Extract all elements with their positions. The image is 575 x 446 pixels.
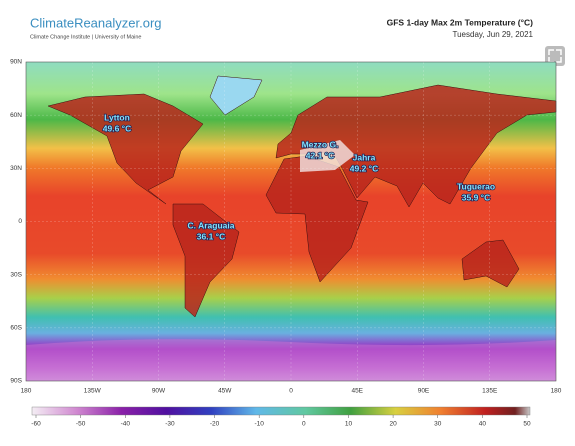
map-date: Tuesday, Jun 29, 2021 [453,30,534,39]
station-name: Mezzo G. [302,139,339,149]
expand-icon[interactable] [548,49,562,63]
colorbar-label: -40 [121,421,131,428]
logo: ClimateReanalyzer.org [30,15,162,30]
lon-label: 180 [21,388,32,395]
colorbar [31,406,531,416]
colorbar-label: -30 [165,421,175,428]
lon-label: 45W [218,388,232,395]
lat-label: 90S [10,378,22,385]
station-name: C. Araguaia [188,220,235,230]
station-value: 35.9 °C [462,192,490,202]
colorbar-label: 30 [434,421,442,428]
colorbar-label: -20 [210,421,220,428]
station-value: 36.1 °C [197,231,225,241]
australia [461,239,520,288]
greenland [209,75,263,116]
colorbar-label: 0 [302,421,306,428]
lat-label: 60S [10,325,22,332]
lat-label: 30S [10,271,22,278]
colorbar-label: 20 [389,421,397,428]
logo-subtitle: Climate Change Institute | University of… [30,34,141,40]
lon-label: 180 [551,388,562,395]
station-value: 49.2 °C [350,163,378,173]
colorbar-label: 50 [523,421,531,428]
map-title: GFS 1-day Max 2m Temperature (°C) [387,17,534,27]
lat-label: 60N [10,112,22,119]
lon-label: 90E [418,388,430,395]
graticule [26,62,556,381]
expand-button[interactable] [545,46,565,66]
station-value: 42.1 °C [306,150,334,160]
lon-label: 45E [351,388,363,395]
land [47,84,557,318]
map [25,61,557,382]
station-value: 49.6 °C [103,123,131,133]
lon-label: 90W [152,388,166,395]
station-name: Lytton [104,112,130,122]
colorbar-label: 10 [345,421,353,428]
colorbar-label: 40 [479,421,487,428]
lat-label: 90N [10,59,22,66]
station-name: Jahra [353,152,376,162]
lon-label: 135W [84,388,102,395]
antarctica [26,339,556,381]
colorbar-label: -50 [76,421,86,428]
lat-label: 30N [10,165,22,172]
north-america [47,93,204,205]
hot-desert [300,140,355,172]
lon-label: 135E [482,388,498,395]
map-frame [25,61,557,382]
station-name: Tuguerao [457,181,495,191]
eurasia [275,84,557,208]
colorbar-label: -10 [254,421,264,428]
lon-label: 0 [289,388,293,395]
colorbar-label: -60 [31,421,41,428]
south-america [172,203,240,318]
expand-bg[interactable] [545,46,565,66]
lat-label: 0 [18,218,22,225]
